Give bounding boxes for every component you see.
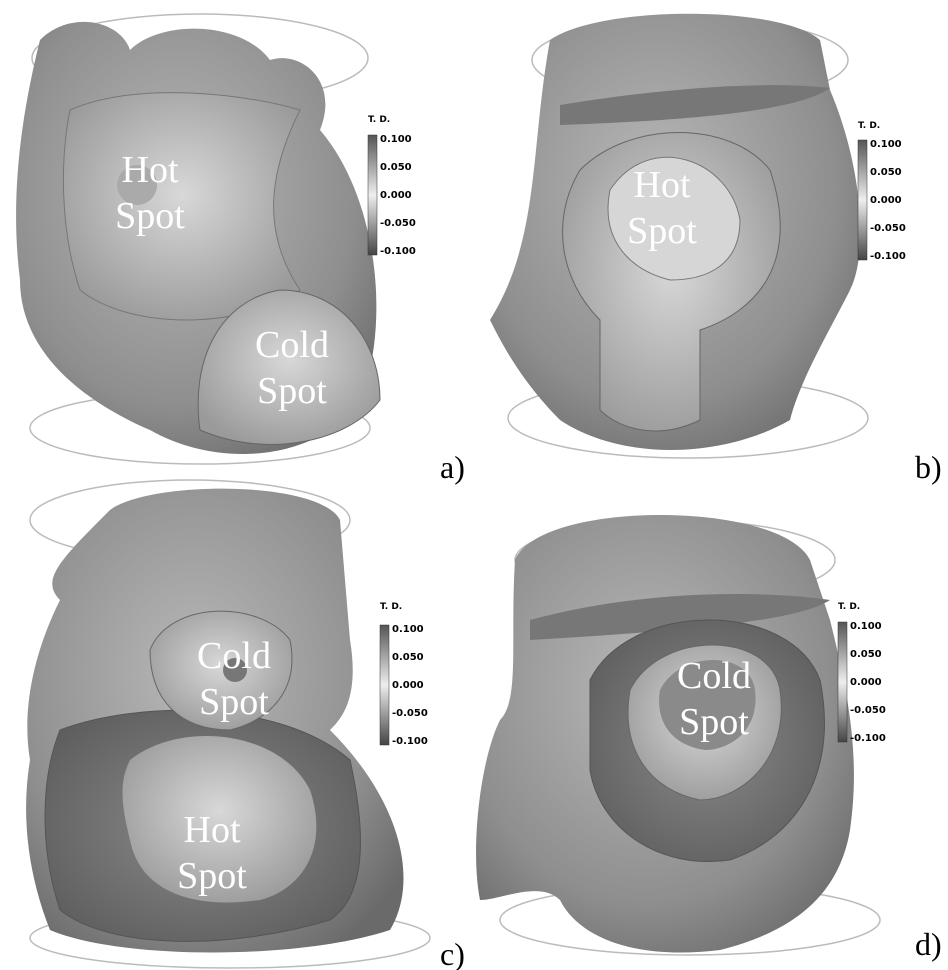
- annotation: Spot: [257, 370, 327, 412]
- colorbar-tick-label: 0.100: [850, 621, 882, 632]
- colorbar-tick-label: -0.100: [850, 733, 886, 744]
- colorbar-tick-label: 0.100: [392, 624, 424, 635]
- colorbar-tick-label: 0.000: [380, 190, 412, 201]
- annotation: Cold: [677, 655, 751, 697]
- annotation: Hot: [634, 164, 691, 206]
- colorbar-tick-label: 0.050: [392, 652, 424, 663]
- annotation: Spot: [199, 681, 269, 723]
- panel-label: d): [915, 926, 942, 962]
- figure: a)HotSpotColdSpotT. D.0.1000.0500.000-0.…: [0, 0, 948, 970]
- colorbar-tick-label: -0.050: [850, 705, 886, 716]
- colorbar-tick-label: -0.100: [870, 251, 906, 262]
- colorbar: [368, 135, 377, 255]
- annotation: Spot: [177, 855, 247, 897]
- colorbar-tick-label: 0.100: [380, 134, 412, 145]
- colorbar-tick-label: -0.050: [380, 218, 416, 229]
- colorbar-tick-label: 0.050: [870, 167, 902, 178]
- colorbar-title: T. D.: [380, 602, 402, 612]
- annotation: Spot: [627, 210, 697, 252]
- colorbar-tick-label: 0.100: [870, 139, 902, 150]
- annotation: Cold: [197, 635, 271, 677]
- colorbar-tick-label: -0.050: [392, 708, 428, 719]
- colorbar-title: T. D.: [838, 602, 860, 612]
- colorbar-tick-label: 0.050: [380, 162, 412, 173]
- colorbar-tick-label: -0.050: [870, 223, 906, 234]
- colorbar: [858, 140, 867, 260]
- annotation: Spot: [679, 701, 749, 743]
- annotation: Spot: [115, 195, 185, 237]
- colorbar-tick-label: 0.050: [850, 649, 882, 660]
- panel-label: a): [440, 449, 465, 485]
- annotation: Cold: [255, 324, 329, 366]
- panel-d: [476, 515, 880, 955]
- colorbar: [838, 622, 847, 742]
- colorbar-title: T. D.: [858, 121, 880, 131]
- colorbar-tick-label: 0.000: [850, 677, 882, 688]
- colorbar-tick-label: -0.100: [380, 246, 416, 257]
- panel-label: c): [440, 936, 465, 970]
- colorbar-tick-label: 0.000: [392, 680, 424, 691]
- colorbar-title: T. D.: [368, 115, 390, 125]
- annotation: Hot: [122, 149, 179, 191]
- colorbar-tick-label: -0.100: [392, 736, 428, 747]
- colorbar: [380, 625, 389, 745]
- panel-label: b): [915, 449, 942, 485]
- colorbar-tick-label: 0.000: [870, 195, 902, 206]
- annotation: Hot: [184, 809, 241, 851]
